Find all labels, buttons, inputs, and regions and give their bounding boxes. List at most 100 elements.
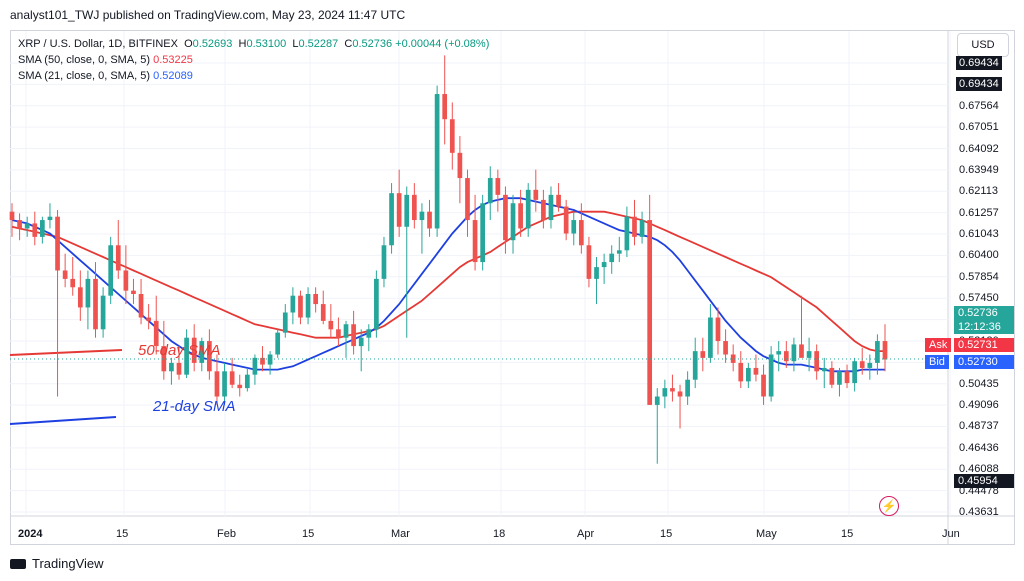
candle-body [396, 193, 402, 227]
legend-sma21-row[interactable]: SMA (21, close, 0, SMA, 5) 0.52089 [18, 68, 489, 84]
lightning-icon[interactable]: ⚡ [879, 496, 899, 516]
candle [601, 253, 607, 284]
candle-body [556, 194, 561, 207]
candle [852, 357, 857, 392]
price-axis-tick: 0.64092 [959, 142, 999, 155]
candle-body [738, 362, 744, 382]
bid-price-tag: 0.52730 [954, 355, 1014, 369]
candle [449, 102, 455, 170]
candle [123, 245, 129, 305]
candle-body [548, 194, 554, 221]
price-axis-tick: 0.60400 [959, 249, 999, 262]
candle-body [381, 245, 387, 279]
candle-body [290, 295, 296, 313]
candle [222, 362, 227, 405]
candle-body [267, 354, 273, 365]
candle [654, 388, 660, 464]
time-axis-tick: 15 [302, 528, 314, 540]
candle-body [503, 194, 508, 241]
candle-body [685, 379, 690, 397]
time-axis-tick: 15 [660, 528, 672, 540]
candle [685, 371, 690, 405]
candle-body [692, 351, 698, 380]
candle-body [867, 362, 873, 368]
candle [480, 194, 486, 271]
candle-body [70, 278, 76, 288]
candle-body [495, 178, 501, 195]
candle [442, 55, 448, 145]
candle [434, 85, 440, 237]
candle-body [616, 250, 622, 254]
candle [465, 169, 470, 237]
candle [108, 236, 114, 305]
candle [457, 136, 463, 204]
candle-body [47, 216, 53, 221]
candle [768, 346, 774, 402]
candle-body [351, 324, 356, 347]
price-axis-tick: 0.61257 [959, 206, 999, 219]
candle-body [791, 344, 797, 362]
candle-body [282, 312, 288, 333]
price-axis-tick: 0.57450 [959, 292, 999, 305]
candle [859, 347, 865, 375]
candle-body [761, 374, 766, 397]
candle [510, 194, 516, 254]
candle-body [161, 346, 167, 372]
chart-frame[interactable] [10, 30, 1015, 545]
candle-body [609, 253, 615, 263]
legend-low: L0.52287 [292, 38, 339, 50]
candle-body [115, 245, 121, 271]
price-axis-tick: 0.69434 [956, 56, 1002, 70]
candle [730, 344, 736, 372]
footer-brand[interactable]: TradingView [10, 556, 104, 571]
chart-legend: XRP / U.S. Dollar, 1D, BITFINEX O0.52693… [18, 36, 489, 84]
annotation-21-day-sma: 21-day SMA [153, 398, 236, 415]
candle [24, 216, 30, 237]
candle-body [24, 223, 30, 229]
currency-selector-button[interactable]: USD [957, 33, 1009, 57]
candle [692, 337, 698, 389]
candle [389, 183, 394, 254]
time-axis-tick: Feb [217, 528, 236, 540]
candle-body [123, 270, 129, 291]
candle [191, 324, 197, 372]
candle [237, 374, 243, 397]
candle [184, 329, 189, 379]
candle-body [533, 189, 539, 200]
candle [419, 203, 425, 254]
candle [404, 186, 410, 338]
candle [799, 295, 804, 358]
candle-body [639, 220, 645, 237]
candle [746, 362, 751, 389]
candle [639, 211, 645, 244]
candle-body [746, 367, 751, 382]
candle [578, 203, 584, 254]
bar-countdown: 12:12:36 [958, 321, 1001, 333]
candle [275, 329, 281, 358]
legend-sma50-row[interactable]: SMA (50, close, 0, SMA, 5) 0.53225 [18, 52, 489, 68]
candle-body [32, 223, 38, 237]
candle [336, 317, 341, 347]
candle [541, 189, 546, 229]
candle-body [328, 320, 334, 330]
candle-body [214, 371, 220, 397]
candle [169, 357, 174, 385]
candle [776, 341, 782, 372]
candle-body [404, 194, 410, 227]
candle-body [40, 220, 45, 237]
candle-body [229, 371, 235, 385]
candle [214, 354, 220, 405]
candle-body [138, 294, 144, 318]
candle-body [518, 203, 523, 229]
last-price-value: 0.52736 [958, 307, 998, 319]
last-price-tag: 0.52736 12:12:36 [954, 306, 1014, 334]
candle-body [776, 351, 782, 355]
candle [267, 351, 273, 375]
candle-body [419, 211, 425, 221]
candle [32, 211, 38, 246]
price-axis-tick: 0.69434 [956, 77, 1002, 92]
candle-body [601, 262, 607, 268]
time-axis-tick: 15 [841, 528, 853, 540]
candle-body [343, 324, 349, 338]
